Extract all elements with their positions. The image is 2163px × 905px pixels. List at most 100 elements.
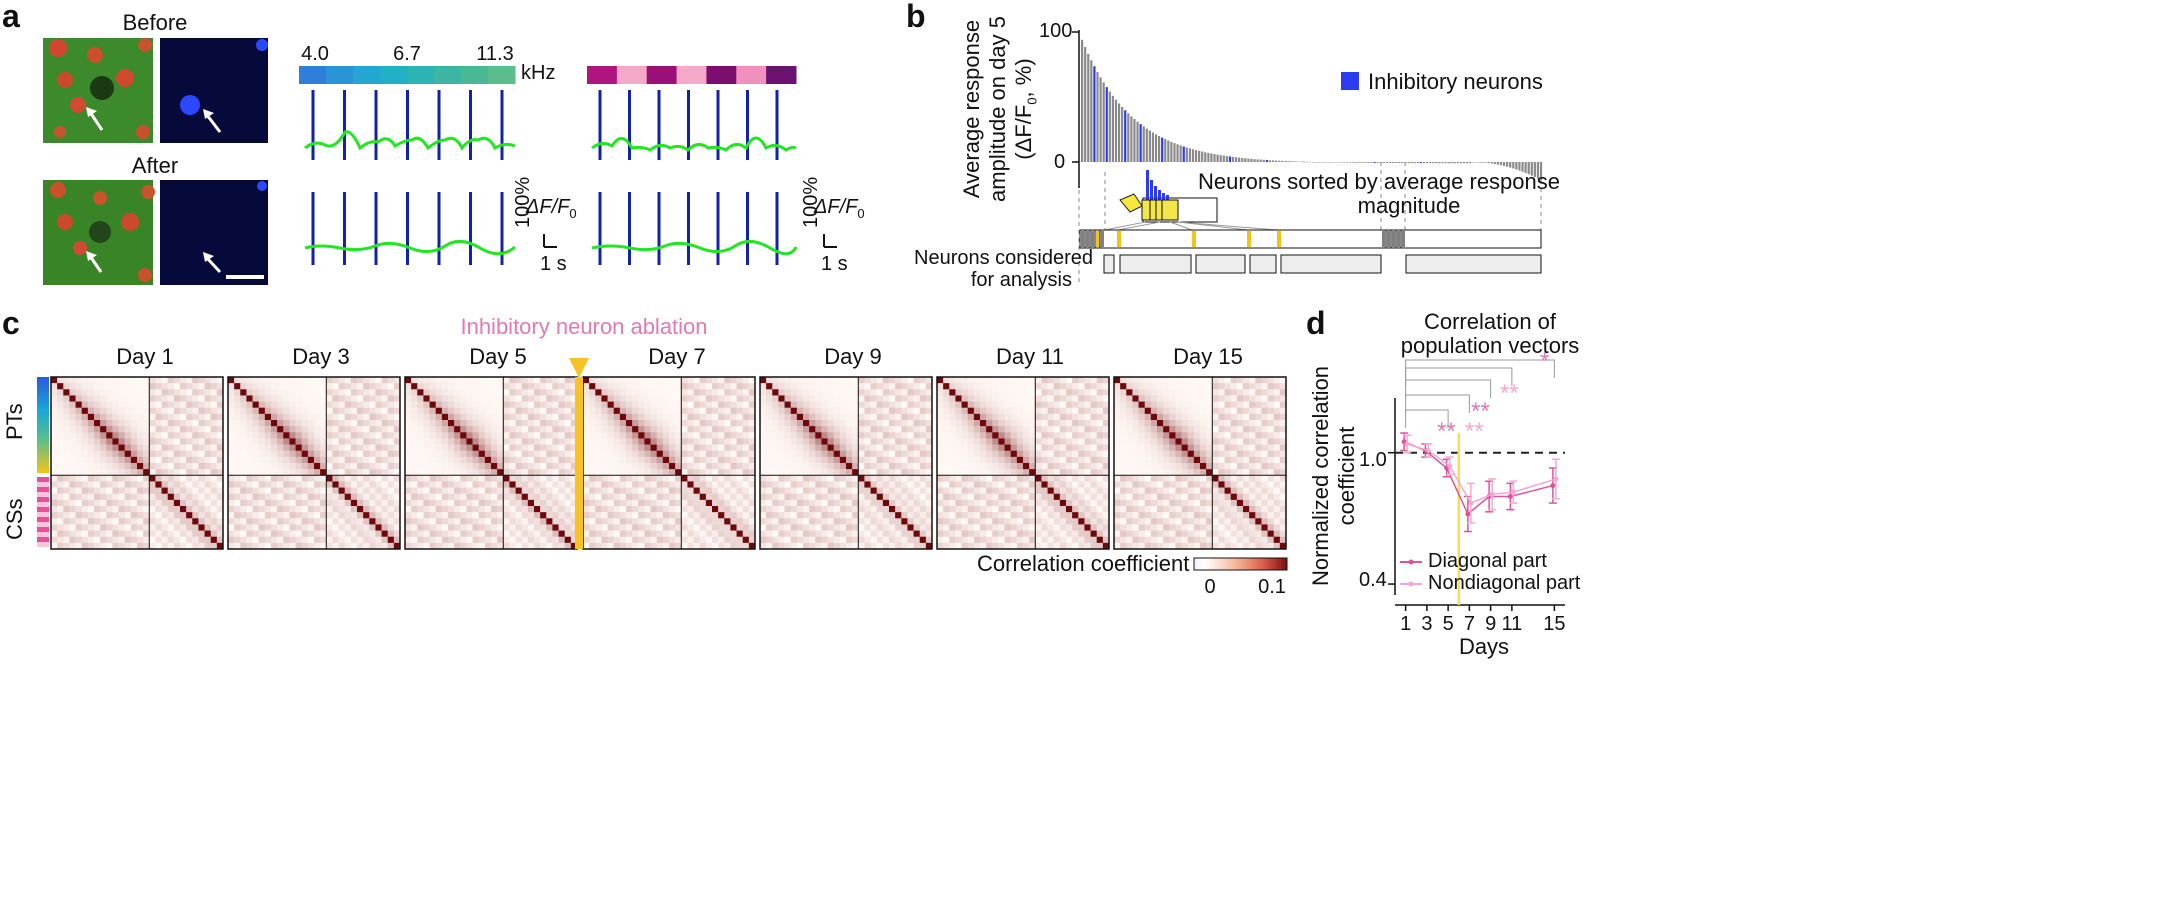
heatmap-cell	[454, 512, 461, 519]
heatmap-cell	[858, 512, 865, 519]
heatmap-cell	[681, 469, 688, 476]
heatmap-cell	[546, 401, 553, 409]
heatmap-cell	[252, 426, 260, 433]
heatmap-cell	[949, 506, 956, 513]
heatmap-cell	[295, 383, 303, 390]
heatmap-cell	[626, 377, 633, 384]
heatmap-cell	[417, 413, 424, 421]
heatmap-cell	[332, 389, 339, 396]
tone-segment	[488, 66, 516, 84]
heatmap-cell	[124, 475, 132, 482]
heatmap-cell	[778, 493, 785, 501]
heatmap-cell	[949, 383, 956, 390]
heatmap-cell	[644, 518, 651, 525]
heatmap-cell	[718, 456, 725, 464]
heatmap-cell	[441, 536, 449, 544]
heatmap-cell	[369, 401, 376, 409]
heatmap-cell	[736, 536, 744, 544]
heatmap-cell	[919, 389, 927, 396]
heatmap-cell	[901, 493, 908, 501]
heatmap-cell	[790, 432, 798, 439]
heatmap-cell	[589, 487, 596, 495]
heatmap-cell	[937, 395, 944, 402]
heatmap-cell	[344, 469, 352, 476]
heatmap-cell	[607, 420, 615, 427]
heatmap-cell	[435, 383, 443, 390]
heatmap-cell	[619, 518, 627, 525]
heatmap-cell	[1029, 377, 1036, 384]
heatmap-cell	[167, 383, 175, 390]
heatmap-cell	[295, 469, 303, 476]
heatmap-cell	[112, 377, 119, 384]
heatmap-cell	[527, 469, 535, 476]
heatmap-cell	[198, 413, 205, 421]
heatmap-cell	[75, 524, 83, 531]
heatmap-cell	[870, 389, 878, 396]
heatmap-cell	[57, 506, 64, 513]
heatmap-cell	[992, 463, 999, 470]
heatmap-cell	[264, 401, 272, 409]
heatmap-cell	[240, 426, 247, 433]
heatmap-cell	[1078, 438, 1085, 445]
heatmap-cell	[155, 542, 162, 550]
heatmap-cell	[1053, 487, 1061, 495]
heatmap-cell	[1090, 487, 1098, 495]
heatmap-cell	[1023, 518, 1030, 525]
heatmap-cell	[320, 542, 327, 550]
heatmap-cell	[961, 524, 969, 531]
heatmap-cell	[821, 530, 828, 538]
heatmap-cell	[411, 450, 418, 458]
heatmap-cell	[246, 518, 253, 525]
heatmap-cell	[1059, 438, 1067, 445]
response-bar	[1499, 162, 1503, 166]
heatmap-cell	[357, 426, 364, 433]
heatmap-cell	[338, 481, 346, 488]
heatmap-cell	[491, 481, 498, 488]
heatmap-cell	[662, 450, 670, 458]
heatmap-cell	[687, 456, 694, 464]
heatmap-cell	[907, 487, 914, 495]
heatmap-cell	[94, 432, 101, 439]
heatmap-cell	[63, 475, 70, 482]
heatmap-cell	[130, 493, 138, 501]
heatmap-cell	[638, 469, 645, 476]
heatmap-cell	[1243, 377, 1250, 384]
heatmap-cell	[81, 487, 89, 495]
heatmap-cell	[1041, 524, 1048, 531]
heatmap-cell	[173, 426, 181, 433]
heatmap-cell	[718, 524, 725, 531]
heatmap-cell	[895, 463, 902, 470]
heatmap-cell	[484, 530, 492, 538]
heatmap-cell	[650, 530, 658, 538]
heatmap-cell	[472, 506, 480, 513]
heatmap-cell	[656, 413, 664, 421]
heatmap-cell	[130, 512, 138, 519]
heatmap-cell	[718, 389, 725, 396]
heatmap-cell	[503, 450, 510, 458]
heatmap-cell	[204, 506, 212, 513]
heatmap-cell	[137, 518, 144, 525]
heatmap-cell	[858, 463, 865, 470]
heatmap-cell	[338, 506, 346, 513]
heatmap-cell	[790, 383, 798, 390]
heatmap-cell	[992, 542, 999, 550]
heatmap-cell	[644, 469, 651, 476]
heatmap-cell	[534, 536, 541, 544]
heatmap-cell	[57, 463, 64, 470]
heatmap-cell	[106, 420, 113, 427]
heatmap-cell	[204, 426, 212, 433]
heatmap-cell	[889, 444, 896, 452]
heatmap-cell	[619, 395, 627, 402]
heatmap-cell	[338, 493, 346, 501]
heatmap-cell	[1029, 475, 1036, 482]
heatmap-cell	[1102, 536, 1110, 544]
heatmap-cell	[870, 383, 878, 390]
heatmap-cell	[943, 426, 950, 433]
heatmap-cell	[118, 383, 126, 390]
heatmap-cell	[503, 506, 510, 513]
heatmap-cell	[919, 426, 927, 433]
heatmap-cell	[350, 463, 358, 470]
heatmap-cell	[839, 444, 847, 452]
heatmap-cell	[895, 536, 902, 544]
heatmap-cell	[613, 481, 621, 488]
